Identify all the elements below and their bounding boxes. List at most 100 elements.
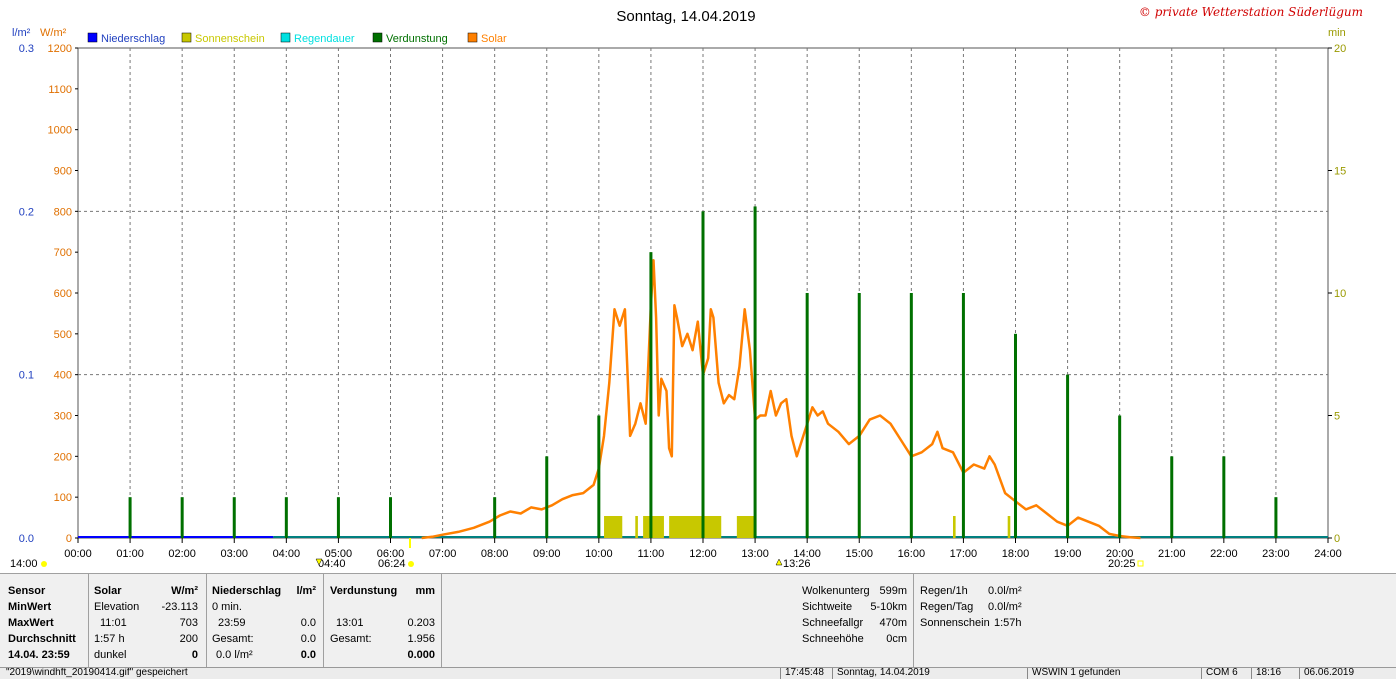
legend-swatch-3 <box>372 32 383 43</box>
noon-marker <box>775 558 783 566</box>
evap-r2a: 13:01 <box>336 617 364 629</box>
sensor-head: Sensor <box>8 585 46 597</box>
weather-k0: Wolkenunterg <box>802 585 870 597</box>
tick-right-3: 15 <box>1334 166 1346 178</box>
legend-label-3: Verdunstung <box>386 33 448 45</box>
tick-right-4: 20 <box>1334 43 1346 55</box>
solar-r1a: Elevation <box>94 601 140 613</box>
evap-r3a: Gesamt: <box>330 633 372 645</box>
evap-bar-13 <box>857 293 861 538</box>
status-time: 17:45:48 <box>780 668 832 679</box>
sunset-label: 20:25 <box>1108 558 1136 570</box>
tick-left-inner-1: 100 <box>54 492 72 504</box>
solar-line <box>421 259 1141 540</box>
weather-k1: Sichtweite <box>802 601 853 613</box>
status-com: COM 6 <box>1201 668 1251 679</box>
tick-left-inner-5: 500 <box>54 329 72 341</box>
solar-unit: W/m² <box>171 585 198 597</box>
x-tick-label-0: 00:00 <box>64 548 92 560</box>
solar-r3b: 200 <box>179 633 198 645</box>
x-tick-label-5: 05:00 <box>325 548 353 560</box>
legend-label-1: Sonnenschein <box>195 33 265 45</box>
sunshine-bar-1 <box>635 516 638 538</box>
copyright-note: © private Wetterstation Süderlügum <box>1139 5 1363 19</box>
sunshine-bar-3 <box>669 516 722 538</box>
weather-chart: Sonntag, 14.04.2019 © private Wetterstati… <box>10 5 1363 570</box>
evap-bar-4 <box>336 497 340 538</box>
legend-swatch-0 <box>87 32 98 43</box>
evap-bar-1 <box>180 497 184 538</box>
legend-swatch-2 <box>280 32 291 43</box>
tick-left-inner-4: 400 <box>54 370 72 382</box>
tick-left-outer-1: 0.1 <box>19 370 34 382</box>
solar-head: Solar <box>94 585 122 597</box>
evap-bar-20 <box>1222 456 1226 538</box>
tick-left-inner-11: 1100 <box>48 84 72 96</box>
solar-r4b: 0 <box>191 649 198 661</box>
evap-bar-10 <box>701 211 705 539</box>
tick-left-inner-2: 200 <box>54 451 72 463</box>
status-today: 06.06.2019 <box>1299 668 1394 679</box>
tick-left-outer-2: 0.2 <box>19 206 34 218</box>
rain-r4a: 0.0 l/m² <box>216 649 253 661</box>
tick-left-inner-9: 900 <box>54 166 72 178</box>
rain-r4b: 0.0 <box>300 649 316 661</box>
x-tick-label-24: 24:00 <box>1314 548 1342 560</box>
tick-left-inner-3: 300 <box>54 411 72 423</box>
evap-bar-21 <box>1274 497 1278 538</box>
evap-head: Verdunstung <box>330 585 398 597</box>
evap-bar-14 <box>909 293 913 538</box>
solar-r2a: 11:01 <box>100 617 127 629</box>
tick-left-inner-8: 800 <box>54 206 72 218</box>
weather-k2: Schneefallgr <box>802 617 864 629</box>
stats-panel: Sensor MinWert MaxWert Durchschnitt 14.0… <box>0 573 1396 667</box>
tick-right-2: 10 <box>1334 288 1346 300</box>
x-tick-label-12: 12:00 <box>689 548 717 560</box>
solar-r1b: -23.113 <box>161 601 199 613</box>
legend-label-4: Solar <box>481 33 507 45</box>
x-tick-label-20: 20:00 <box>1106 548 1134 560</box>
x-tick-label-13: 13:00 <box>741 548 769 560</box>
evap-bar-11 <box>753 206 757 538</box>
x-tick-label-10: 10:00 <box>585 548 613 560</box>
evap-bar-5 <box>389 497 392 538</box>
tick-right-1: 5 <box>1334 411 1340 423</box>
evap-bar-3 <box>284 497 288 538</box>
legend-swatch-4 <box>467 32 478 43</box>
sunset-marker <box>1137 560 1144 567</box>
tick-left-inner-6: 600 <box>54 288 72 300</box>
rain-r2a: 23:59 <box>218 617 246 629</box>
x-tick-label-19: 19:00 <box>1054 548 1082 560</box>
rainstat-v2: 1:57h <box>994 617 1022 629</box>
rain-r2b: 0.0 <box>300 617 316 629</box>
evap-bar-12 <box>805 293 809 538</box>
evap-bar-15 <box>961 293 965 538</box>
x-tick-label-23: 23:00 <box>1262 548 1290 560</box>
minwert-label: MinWert <box>8 601 52 613</box>
tick-left-outer-3: 0.3 <box>19 43 34 55</box>
weather-v3: 0cm <box>886 633 907 645</box>
evap-unit: mm <box>415 585 435 597</box>
x-tick-label-14: 14:00 <box>793 548 821 560</box>
evap-r4b: 0.000 <box>407 649 435 661</box>
status-bar: "2019\windhft_20190414.gif" gespeichert … <box>0 667 1396 679</box>
x-tick-label-2: 02:00 <box>168 548 196 560</box>
x-tick-label-6: 06:00 <box>377 548 405 560</box>
rain-head: Niederschlag <box>212 585 282 597</box>
evap-r3b: 1.956 <box>407 633 435 645</box>
x-tick-label-11: 11:00 <box>638 548 665 560</box>
x-tick-label-21: 21:00 <box>1158 548 1186 560</box>
sunshine-bar-4 <box>736 516 755 538</box>
sunrise-marker <box>315 558 323 566</box>
evap-bar-16 <box>1014 333 1017 538</box>
tick-left-outer-0: 0.0 <box>19 533 34 545</box>
x-tick-label-17: 17:00 <box>950 548 978 560</box>
evap-bar-18 <box>1118 415 1122 538</box>
legend-label-2: Regendauer <box>294 33 355 45</box>
rainstat-k2: Sonnenschein <box>920 617 990 629</box>
rainstat-k1: Regen/Tag <box>920 601 974 613</box>
sunshine-bar-5 <box>953 516 956 538</box>
noon-label: 13:26 <box>783 558 811 570</box>
solar-r4a: dunkel <box>94 649 127 661</box>
left-time-label: 14:00 <box>10 558 38 570</box>
